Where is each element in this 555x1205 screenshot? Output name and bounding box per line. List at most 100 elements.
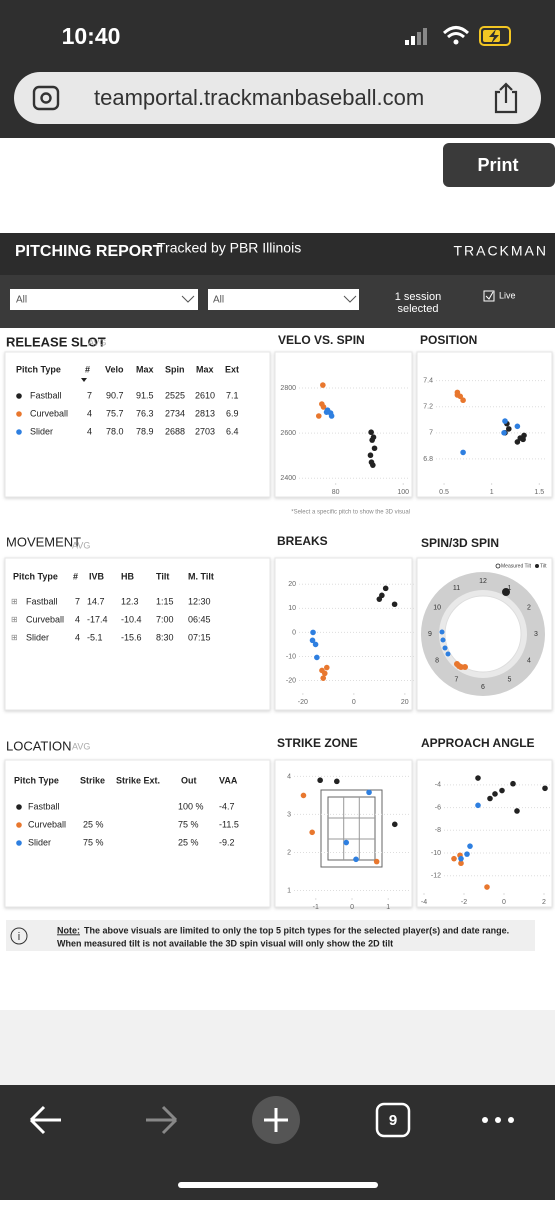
filter-dropdown[interactable]	[208, 289, 359, 310]
check	[485, 291, 494, 300]
table-cell: 76.3	[136, 408, 154, 418]
column-header: Max	[196, 364, 214, 374]
point	[514, 439, 521, 445]
clock-number: 6	[481, 684, 485, 691]
chart-title: VELO VS. SPIN	[278, 333, 365, 347]
point	[506, 426, 512, 432]
point	[521, 432, 527, 439]
tilt-dot	[502, 588, 510, 596]
filter-dropdown[interactable]	[10, 289, 198, 310]
note-text: The above visuals are limited to only th…	[84, 925, 509, 935]
point	[499, 787, 505, 794]
plus	[264, 1108, 288, 1132]
table-cell: 06:45	[188, 614, 211, 624]
chart-title: APPROACH ANGLE	[421, 736, 535, 750]
card	[4, 759, 271, 908]
table-cell: 4	[75, 632, 80, 642]
url[interactable]: teamportal.trackmanbaseball.com	[94, 85, 424, 110]
y-tick-label: 1	[287, 887, 291, 894]
x-tick-label: -2	[461, 899, 467, 906]
table-cell: 7.1	[226, 390, 239, 400]
filter-value[interactable]: All	[213, 295, 224, 306]
table-cell: 6.4	[226, 426, 239, 436]
table-cell: Curveball	[28, 819, 66, 829]
pitch-dot	[16, 411, 22, 417]
clock-number: 2	[527, 604, 531, 611]
x-tick-label: 20	[401, 699, 409, 706]
clock-number: 3	[534, 631, 538, 638]
y-tick-label: 7.2	[423, 404, 433, 411]
table-cell: 2525	[165, 390, 185, 400]
tilt-dots	[439, 629, 451, 657]
point	[300, 792, 307, 799]
clock-number: 12	[479, 578, 487, 585]
point	[501, 430, 507, 436]
share-icon[interactable]	[494, 82, 518, 114]
section-title: LOCATION	[6, 738, 72, 753]
sort-indicator	[81, 378, 87, 382]
tabs-button[interactable]	[375, 1102, 411, 1138]
clock-number: 5	[508, 677, 512, 684]
point	[366, 789, 372, 796]
column-header: Out	[181, 775, 197, 785]
table-cell: 25 %	[178, 837, 199, 847]
point	[542, 785, 548, 792]
y-tick-label: -20	[286, 677, 296, 684]
card	[416, 351, 553, 498]
point	[502, 418, 508, 424]
table-cell: 7	[75, 596, 80, 606]
table-cell: 2813	[195, 408, 215, 418]
x-tick-label: -1	[313, 904, 319, 911]
point	[320, 404, 327, 410]
page-bottom	[0, 1010, 555, 1085]
filter-value[interactable]: All	[16, 295, 27, 306]
session-count: 1 session	[395, 291, 441, 303]
point	[514, 423, 521, 430]
site-info-icon[interactable]	[32, 85, 60, 111]
strike-zone	[320, 789, 383, 868]
report-header	[0, 233, 555, 275]
point	[371, 445, 378, 452]
pitch-dot	[16, 804, 22, 810]
brand: TRACKMAN	[453, 243, 548, 259]
forward-button[interactable]	[146, 1105, 178, 1135]
live-checkbox[interactable]	[483, 290, 495, 302]
pitch-dot	[16, 840, 22, 846]
table-cell: 12:30	[188, 596, 211, 606]
pitch-dot	[16, 822, 22, 828]
chevron	[181, 295, 195, 303]
section-title: MOVEMENT	[6, 534, 81, 549]
tab-count[interactable]: 9	[389, 1112, 397, 1129]
y-tick-label: 3	[287, 811, 291, 818]
y-tick-label: 7	[429, 430, 433, 437]
print-label[interactable]: Print	[477, 155, 518, 175]
point	[309, 637, 316, 644]
point	[484, 884, 490, 890]
wifi-dot	[453, 39, 459, 45]
table-cell: -5.1	[87, 632, 103, 642]
point	[328, 413, 335, 419]
note-label: Note:	[57, 925, 80, 935]
table-cell: Fastball	[28, 801, 60, 811]
table-cell: 4	[87, 426, 92, 436]
info-i: i	[18, 931, 20, 943]
point	[343, 839, 350, 846]
column-header: Ext	[225, 364, 239, 374]
back-button[interactable]	[29, 1105, 61, 1135]
charging-icon	[489, 29, 499, 44]
x-tick-label: 1.5	[534, 489, 544, 496]
menu-button[interactable]	[482, 1117, 514, 1123]
y-tick-label: 20	[288, 581, 296, 588]
address-bar[interactable]	[14, 72, 541, 124]
point	[454, 392, 461, 398]
clock-number: 4	[527, 657, 531, 664]
y-tick-label: 0	[292, 629, 296, 636]
live-label[interactable]: Live	[499, 290, 516, 300]
y-tick-label: 7.4	[423, 377, 433, 384]
point	[315, 413, 322, 419]
y-tick-label: -8	[435, 827, 441, 834]
print-button[interactable]	[443, 143, 555, 187]
table-cell: 78.0	[106, 426, 124, 436]
cards	[4, 351, 553, 908]
column-header: HB	[121, 571, 134, 581]
